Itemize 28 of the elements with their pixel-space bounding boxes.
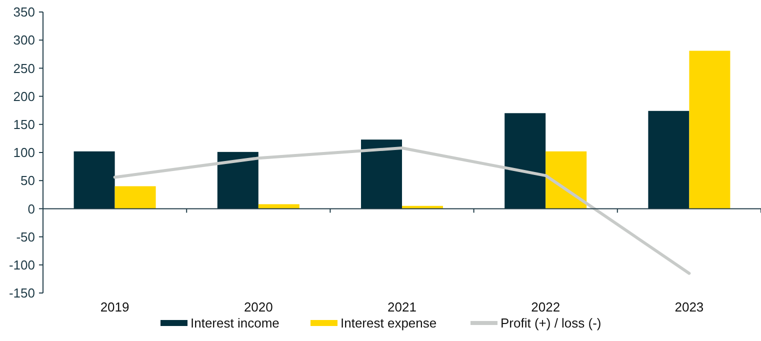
bar xyxy=(504,113,546,209)
y-tick-label: -50 xyxy=(16,229,35,244)
y-tick-label: 350 xyxy=(13,4,35,20)
bar xyxy=(361,140,402,209)
x-tick-label: 2023 xyxy=(674,300,704,315)
bar xyxy=(114,186,156,209)
x-tick-label: 2022 xyxy=(531,300,560,315)
y-tick-label: 250 xyxy=(13,60,35,76)
y-tick-label: 150 xyxy=(13,116,35,132)
bar xyxy=(689,50,730,209)
y-tick-label: -150 xyxy=(8,286,35,301)
y-tick-label: 50 xyxy=(20,173,35,188)
line-series xyxy=(113,146,691,275)
y-tick-label: 200 xyxy=(13,88,35,104)
x-tick-label: 2020 xyxy=(244,300,273,315)
bar xyxy=(74,151,115,209)
y-tick-label: 0 xyxy=(28,201,35,216)
bar xyxy=(217,152,258,209)
bar xyxy=(648,110,690,209)
legend-label: Interest expense xyxy=(340,316,437,331)
x-tick-label: 2021 xyxy=(388,300,416,315)
bar xyxy=(546,151,587,209)
y-tick-label: 100 xyxy=(13,145,35,160)
y-tick-label: 300 xyxy=(13,32,35,48)
x-tick-label: 2019 xyxy=(100,300,130,315)
legend-label: Profit (+) / loss (-) xyxy=(500,316,602,331)
legend-label: Interest income xyxy=(190,316,280,331)
y-tick-label: -100 xyxy=(8,257,35,272)
